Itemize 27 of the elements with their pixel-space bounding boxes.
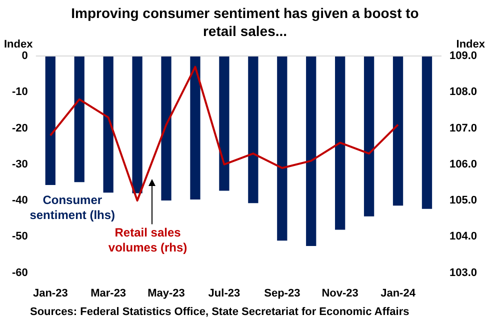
y-tick-label: -10 — [12, 86, 28, 98]
source-note: Sources: Federal Statistics Office, State Secretariat for Economic Affairs — [30, 306, 410, 318]
series-label: Consumer sentiment (lhs) — [30, 192, 116, 222]
y-axis-title: Index — [4, 38, 34, 51]
x-tick-label: Jan-24 — [380, 287, 416, 300]
x-tick-label: Jul-23 — [208, 287, 240, 300]
text: Retail sales volumes (rhs) — [108, 225, 188, 254]
x-tick-label: Nov-23 — [322, 287, 358, 300]
x-tick-label: Jan-23 — [32, 287, 68, 300]
y2-tick-label: 104.0 — [449, 230, 478, 243]
y2-tick-label: 109.0 — [449, 50, 478, 62]
x-tick-label: Sep-23 — [264, 287, 300, 300]
chart-title: Improving consumer sentiment has given a boost to retail sales... — [70, 4, 420, 40]
y-tick-label: -20 — [12, 122, 28, 134]
y-tick-label: -30 — [12, 158, 28, 170]
y2-tick-label: 107.0 — [449, 122, 478, 134]
y-tick-label: -60 — [12, 266, 28, 279]
x-tick-label: Mar-23 — [90, 287, 126, 300]
y2-tick-label: 105.0 — [449, 194, 478, 207]
y-tick-label: -40 — [12, 194, 28, 207]
y2-tick-label: 106.0 — [449, 158, 478, 170]
y-tick-label: -50 — [12, 230, 28, 243]
y-tick-label: 0 — [22, 50, 28, 62]
x-tick-label: May-23 — [148, 287, 185, 300]
y2-axis-title: Index — [456, 38, 486, 51]
y2-tick-label: 108.0 — [449, 86, 478, 98]
y2-tick-label: 103.0 — [449, 266, 478, 279]
